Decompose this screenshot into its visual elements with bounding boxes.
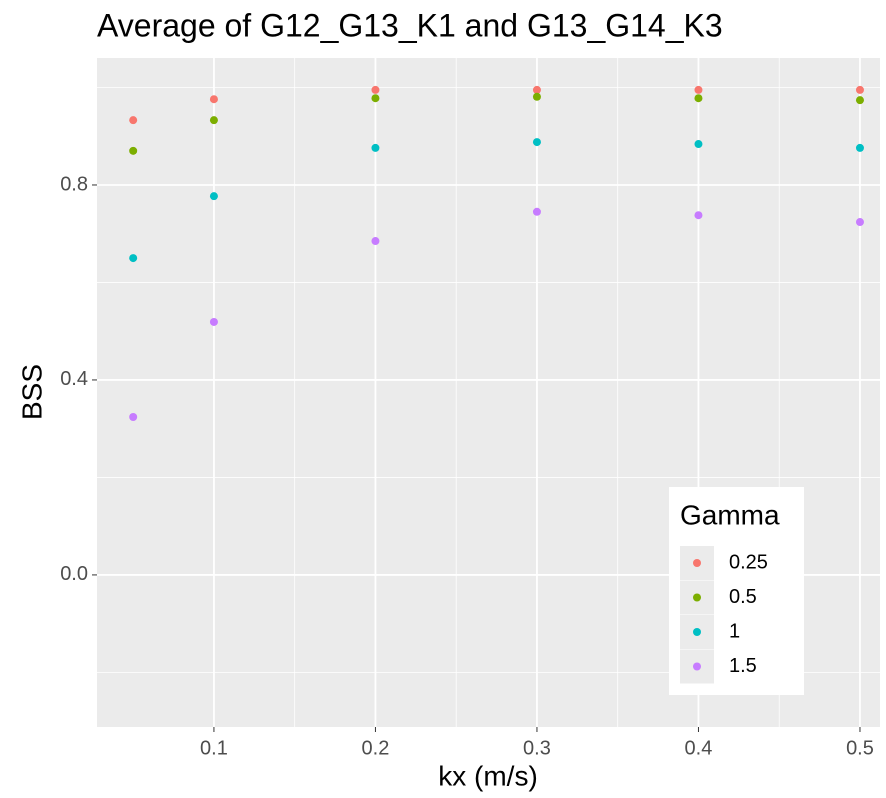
point xyxy=(855,218,864,227)
legend-marker xyxy=(693,559,701,567)
x-tick-label: 0.1 xyxy=(200,737,228,759)
y-tick-label: 0.8 xyxy=(60,173,88,195)
x-tick-label: 0.4 xyxy=(685,737,713,759)
point xyxy=(694,85,703,94)
point xyxy=(532,138,541,147)
point xyxy=(129,254,138,263)
point xyxy=(855,85,864,94)
x-tick-label: 0.5 xyxy=(846,737,874,759)
point xyxy=(532,207,541,216)
point xyxy=(209,116,218,125)
point xyxy=(129,146,138,155)
point xyxy=(209,95,218,104)
legend-marker xyxy=(693,593,701,602)
legend-marker xyxy=(693,628,701,636)
point xyxy=(209,317,218,326)
legend-label: 0.25 xyxy=(729,551,768,573)
point xyxy=(129,412,138,421)
point xyxy=(855,143,864,152)
point xyxy=(371,143,380,152)
point xyxy=(855,96,864,105)
chart-title: Average of G12_G13_K1 and G13_G14_K3 xyxy=(97,7,723,43)
x-axis-title: kx (m/s) xyxy=(438,760,538,791)
legend-title: Gamma xyxy=(680,499,780,530)
legend-marker xyxy=(693,662,701,671)
point xyxy=(532,92,541,101)
point xyxy=(532,85,541,94)
x-tick-label: 0.3 xyxy=(523,737,551,759)
point xyxy=(129,116,138,125)
legend-label: 1.5 xyxy=(729,655,757,677)
y-tick-label: 0.0 xyxy=(60,563,88,585)
point xyxy=(694,94,703,103)
y-axis-title: BSS xyxy=(16,364,47,420)
point xyxy=(371,237,380,246)
legend-label: 1 xyxy=(729,620,740,642)
legend-label: 0.5 xyxy=(729,586,757,608)
point xyxy=(371,94,380,103)
point xyxy=(209,192,218,201)
y-tick-label: 0.4 xyxy=(60,368,88,390)
point xyxy=(694,140,703,149)
point xyxy=(694,211,703,220)
x-tick-label: 0.2 xyxy=(362,737,390,759)
point xyxy=(371,85,380,94)
